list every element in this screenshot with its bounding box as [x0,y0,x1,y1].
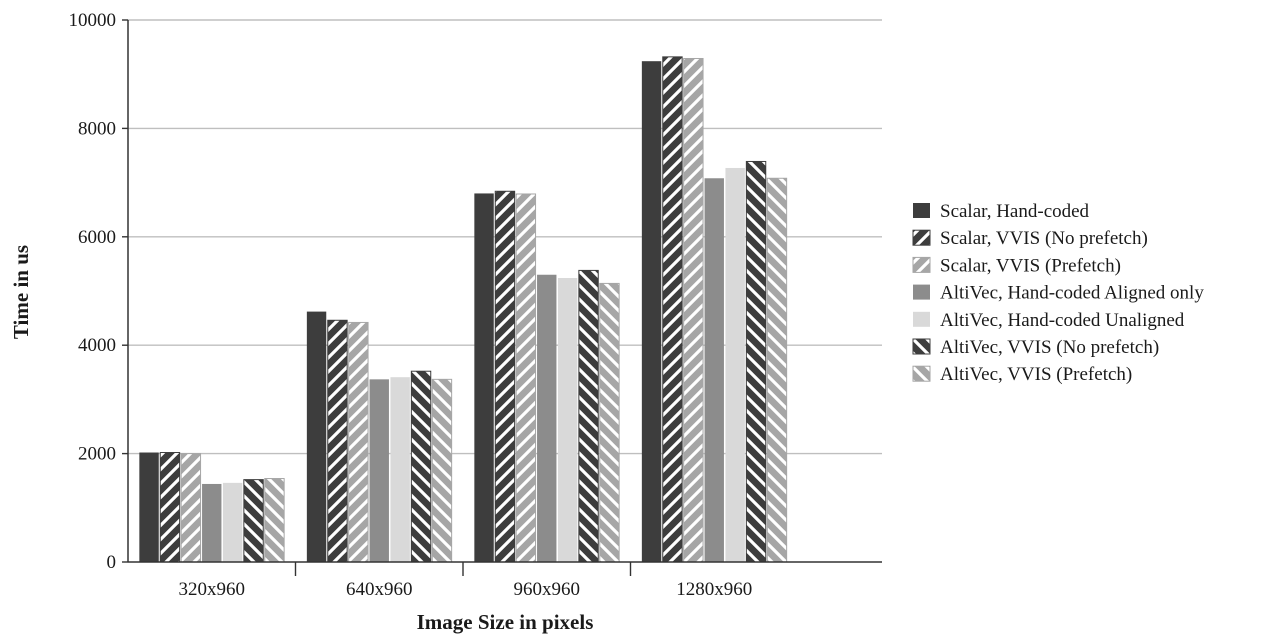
bar [159,452,181,563]
bar [202,483,222,562]
bar [515,193,537,563]
legend-label: Scalar, Hand-coded [940,201,1090,222]
y-tick-label: 6000 [78,227,116,248]
bars [139,56,788,563]
bar [410,370,432,563]
x-tick-label: 640x960 [346,579,413,600]
bar [662,56,683,563]
y-tick-label: 8000 [78,118,116,139]
bar [745,160,767,563]
x-axis-title: Image Size in pixels [417,610,594,634]
y-tick-label: 4000 [78,335,116,356]
legend-label: AltiVec, Hand-coded Unaligned [940,310,1185,331]
bar [494,190,516,563]
legend-label: AltiVec, Hand-coded Aligned only [940,283,1204,304]
bar [369,379,389,562]
legend-label: AltiVec, VVIS (No prefetch) [940,337,1159,358]
bar [222,482,243,562]
bar [641,61,662,562]
bar [474,193,494,562]
bar [578,269,599,563]
bar [390,377,410,562]
y-tick-label: 0 [107,552,117,573]
x-tick-label: 960x960 [514,579,581,600]
bar [327,319,348,563]
bar [139,452,159,562]
y-axis-title: Time in us [9,245,33,339]
axes: 0 2000 4000 6000 8000 10000 320x960 640x960 960x… [69,10,882,600]
bar [348,321,369,563]
bar [725,167,745,562]
x-tick-label: 1280x960 [676,579,752,600]
bar [599,282,620,563]
legend-label: Scalar, VVIS (Prefetch) [940,255,1121,276]
bar [683,57,704,563]
legend: Scalar, Hand-coded Scalar, VVIS (No prefe… [912,201,1204,385]
bar [537,274,557,562]
bar [243,479,264,563]
legend-label: AltiVec, VVIS (Prefetch) [940,364,1132,385]
y-tick-label: 2000 [78,444,116,465]
legend-label: Scalar, VVIS (No prefetch) [940,228,1148,249]
bar [431,378,453,563]
bar [306,311,327,562]
bar [704,178,724,562]
legend-swatch [913,203,930,218]
legend-swatch [913,311,930,327]
legend-swatch [913,284,930,300]
legend-swatch [912,365,931,382]
legend-swatch [912,229,931,246]
legend-swatch [912,256,931,273]
legend-swatch [912,338,931,355]
x-tick-label: 320x960 [179,579,246,600]
bar [264,478,285,563]
bar [557,277,578,562]
bar [766,177,788,563]
bar [180,453,202,563]
y-tick-label: 10000 [69,10,117,31]
